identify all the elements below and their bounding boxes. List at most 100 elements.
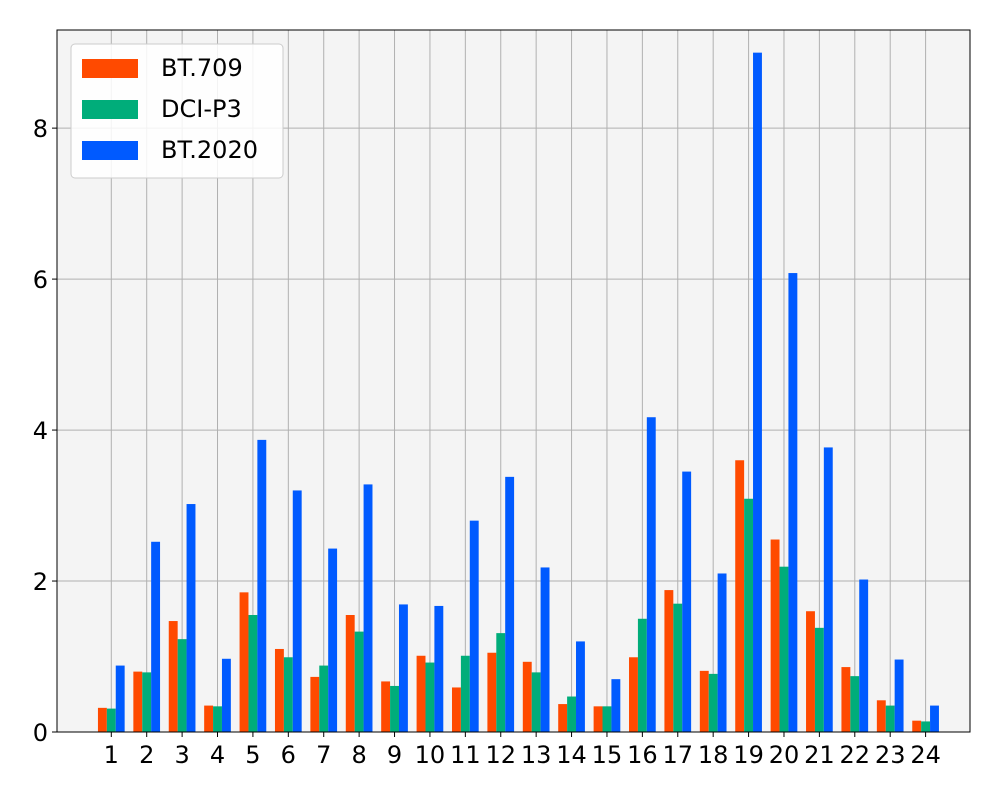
bar — [469, 520, 479, 732]
legend-label: BT.709 — [161, 54, 243, 82]
bar — [735, 460, 745, 732]
bar — [522, 661, 532, 732]
bar — [213, 706, 222, 732]
bar — [319, 665, 329, 732]
bar — [593, 706, 603, 732]
bar — [345, 615, 355, 732]
bar — [753, 52, 762, 732]
bar — [876, 700, 886, 732]
bar — [664, 590, 674, 732]
bar — [106, 708, 116, 732]
bar — [390, 685, 399, 732]
bar — [425, 662, 435, 732]
x-tick-label: 1 — [104, 741, 119, 769]
x-tick-label: 23 — [875, 741, 906, 769]
bar — [496, 633, 506, 732]
x-tick-label: 16 — [627, 741, 658, 769]
bar — [328, 548, 338, 732]
bar — [894, 659, 904, 732]
bar — [363, 484, 373, 732]
bar — [416, 655, 426, 732]
legend-swatch — [82, 100, 138, 119]
bar — [912, 720, 922, 732]
x-axis: 1 2 3 4 5 6 7 8 9 10 11 12 13 14 15 16 17 18 19 20 21 22 23 24 — [104, 732, 941, 769]
x-tick-label: 11 — [450, 741, 481, 769]
y-tick-label: 0 — [33, 719, 48, 747]
x-tick-label: 13 — [521, 741, 552, 769]
bar — [646, 417, 656, 732]
bar — [717, 573, 727, 732]
bar — [221, 658, 231, 732]
y-tick-label: 6 — [33, 266, 48, 294]
x-tick-label: 14 — [556, 741, 587, 769]
x-tick-label: 20 — [769, 741, 800, 769]
bar — [531, 672, 541, 732]
bar — [274, 648, 284, 732]
bar — [151, 541, 161, 732]
bar — [576, 641, 585, 732]
bar — [487, 652, 497, 732]
bar — [310, 676, 320, 732]
x-tick-label: 10 — [415, 741, 446, 769]
legend-label: BT.2020 — [161, 136, 258, 164]
bar — [177, 639, 187, 732]
bar — [699, 670, 709, 732]
x-tick-label: 17 — [662, 741, 693, 769]
bar — [540, 567, 550, 732]
x-tick-label: 7 — [316, 741, 331, 769]
bar — [708, 673, 718, 732]
bar — [770, 539, 780, 732]
bars — [97, 52, 939, 732]
x-tick-label: 22 — [840, 741, 871, 769]
bar — [460, 655, 470, 732]
bar — [97, 707, 107, 732]
bar — [567, 696, 577, 732]
bar — [673, 603, 683, 732]
bar — [823, 447, 833, 732]
bar — [283, 657, 293, 732]
x-tick-label: 6 — [281, 741, 296, 769]
bar — [257, 439, 267, 732]
x-tick-label: 12 — [485, 741, 516, 769]
x-tick-label: 19 — [733, 741, 764, 769]
bar — [744, 498, 754, 732]
bar — [558, 704, 568, 732]
x-tick-label: 18 — [698, 741, 729, 769]
bar — [859, 579, 869, 732]
legend-label: DCI-P3 — [161, 95, 242, 123]
bar — [142, 672, 152, 732]
legend-swatch — [82, 141, 138, 160]
bar — [248, 615, 258, 732]
bar — [292, 490, 302, 732]
bar — [806, 611, 815, 732]
bar — [841, 667, 851, 732]
x-tick-label: 5 — [245, 741, 260, 769]
legend: BT.709 DCI-P3 BT.2020 — [70, 43, 284, 179]
bar — [637, 618, 647, 732]
y-tick-label: 2 — [33, 568, 48, 596]
bar — [133, 671, 143, 732]
bar — [885, 705, 895, 732]
bar — [186, 504, 196, 732]
bar — [505, 476, 515, 732]
bar — [168, 621, 178, 732]
y-axis: 0 2 4 6 8 — [33, 115, 57, 747]
x-tick-label: 24 — [910, 741, 941, 769]
bar — [381, 681, 391, 732]
bar — [451, 687, 461, 732]
bar — [398, 604, 408, 732]
bar — [602, 706, 612, 732]
x-tick-label: 2 — [139, 741, 154, 769]
x-tick-label: 4 — [210, 741, 225, 769]
bar — [354, 631, 364, 732]
y-tick-label: 4 — [33, 417, 48, 445]
legend-swatch — [82, 59, 138, 78]
x-tick-label: 8 — [351, 741, 366, 769]
bar — [115, 665, 125, 732]
bar — [930, 705, 939, 732]
bar — [850, 676, 860, 732]
x-tick-label: 21 — [804, 741, 835, 769]
bar — [814, 627, 824, 732]
y-tick-label: 8 — [33, 115, 48, 143]
